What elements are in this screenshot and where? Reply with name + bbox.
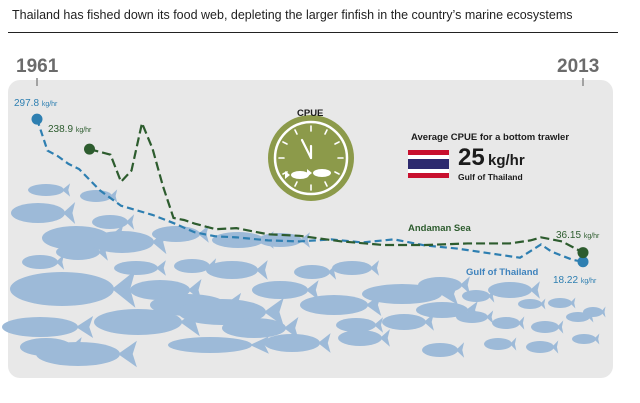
cpue-value: 25 [458,144,485,171]
fish-icon [336,317,383,333]
title-divider [8,32,618,33]
fish-icon [484,337,517,351]
fish-icon [10,270,136,308]
fish-school [2,183,606,368]
info-heading: Average CPUE for a bottom trawler [411,132,570,143]
fish-icon [456,310,494,324]
gulf-end-label: 18.22 kg/hr [553,275,597,286]
thailand-flag-icon [408,150,449,178]
fish-icon [92,214,135,230]
andaman-end-point [577,247,589,259]
info-location: Gulf of Thailand [458,172,523,182]
fish-icon [548,297,576,309]
fish-icon [531,320,564,334]
fish-icon [338,329,390,347]
series-lines [31,113,589,268]
fish-icon [2,316,94,338]
fish-icon [114,260,166,276]
andaman-end-label: 36.15 kg/hr [556,230,600,241]
fish-icon [206,260,268,280]
fish-icon [572,333,600,345]
andaman-series-label: Andaman Sea [408,223,471,234]
andaman-sea-line [89,119,584,254]
fish-icon [252,280,319,300]
gulf-start-label: 297.8 kg/hr [14,98,58,109]
clock-icon [268,115,354,201]
fish-icon [422,342,465,358]
gulf-series-label: Gulf of Thailand [466,267,539,278]
end-year-label: 2013 [557,56,600,77]
fish-icon [526,340,559,354]
fish-icon [22,254,65,270]
start-year-label: 1961 [16,56,59,77]
fish-icon [28,183,71,197]
fish-icon [488,281,540,299]
fish-icon [11,202,76,224]
andaman-start-label: 238.9 kg/hr [48,124,92,135]
gulf-start-point [31,113,43,125]
fish-icon [36,340,137,368]
fish-icon [518,298,546,310]
andaman-start-point [84,143,95,155]
fish-icon [418,276,470,294]
fish-icon [264,333,331,353]
fish-icon [178,297,284,327]
gulf-end-point [577,256,589,268]
fish-icon [462,289,495,303]
fish-icon [382,313,434,331]
cpue-unit: kg/hr [488,152,525,169]
clock-label: CPUE [297,108,324,119]
fish-icon [222,317,299,339]
fish-icon [332,260,379,276]
fish-icon [294,264,337,280]
fish-icon [583,306,606,318]
fish-icon [168,336,269,354]
fish-icon [492,316,525,330]
gulf-of-thailand-line [35,118,584,263]
chart-title: Thailand has fished down its food web, d… [12,8,573,22]
fish-icon [80,189,118,203]
